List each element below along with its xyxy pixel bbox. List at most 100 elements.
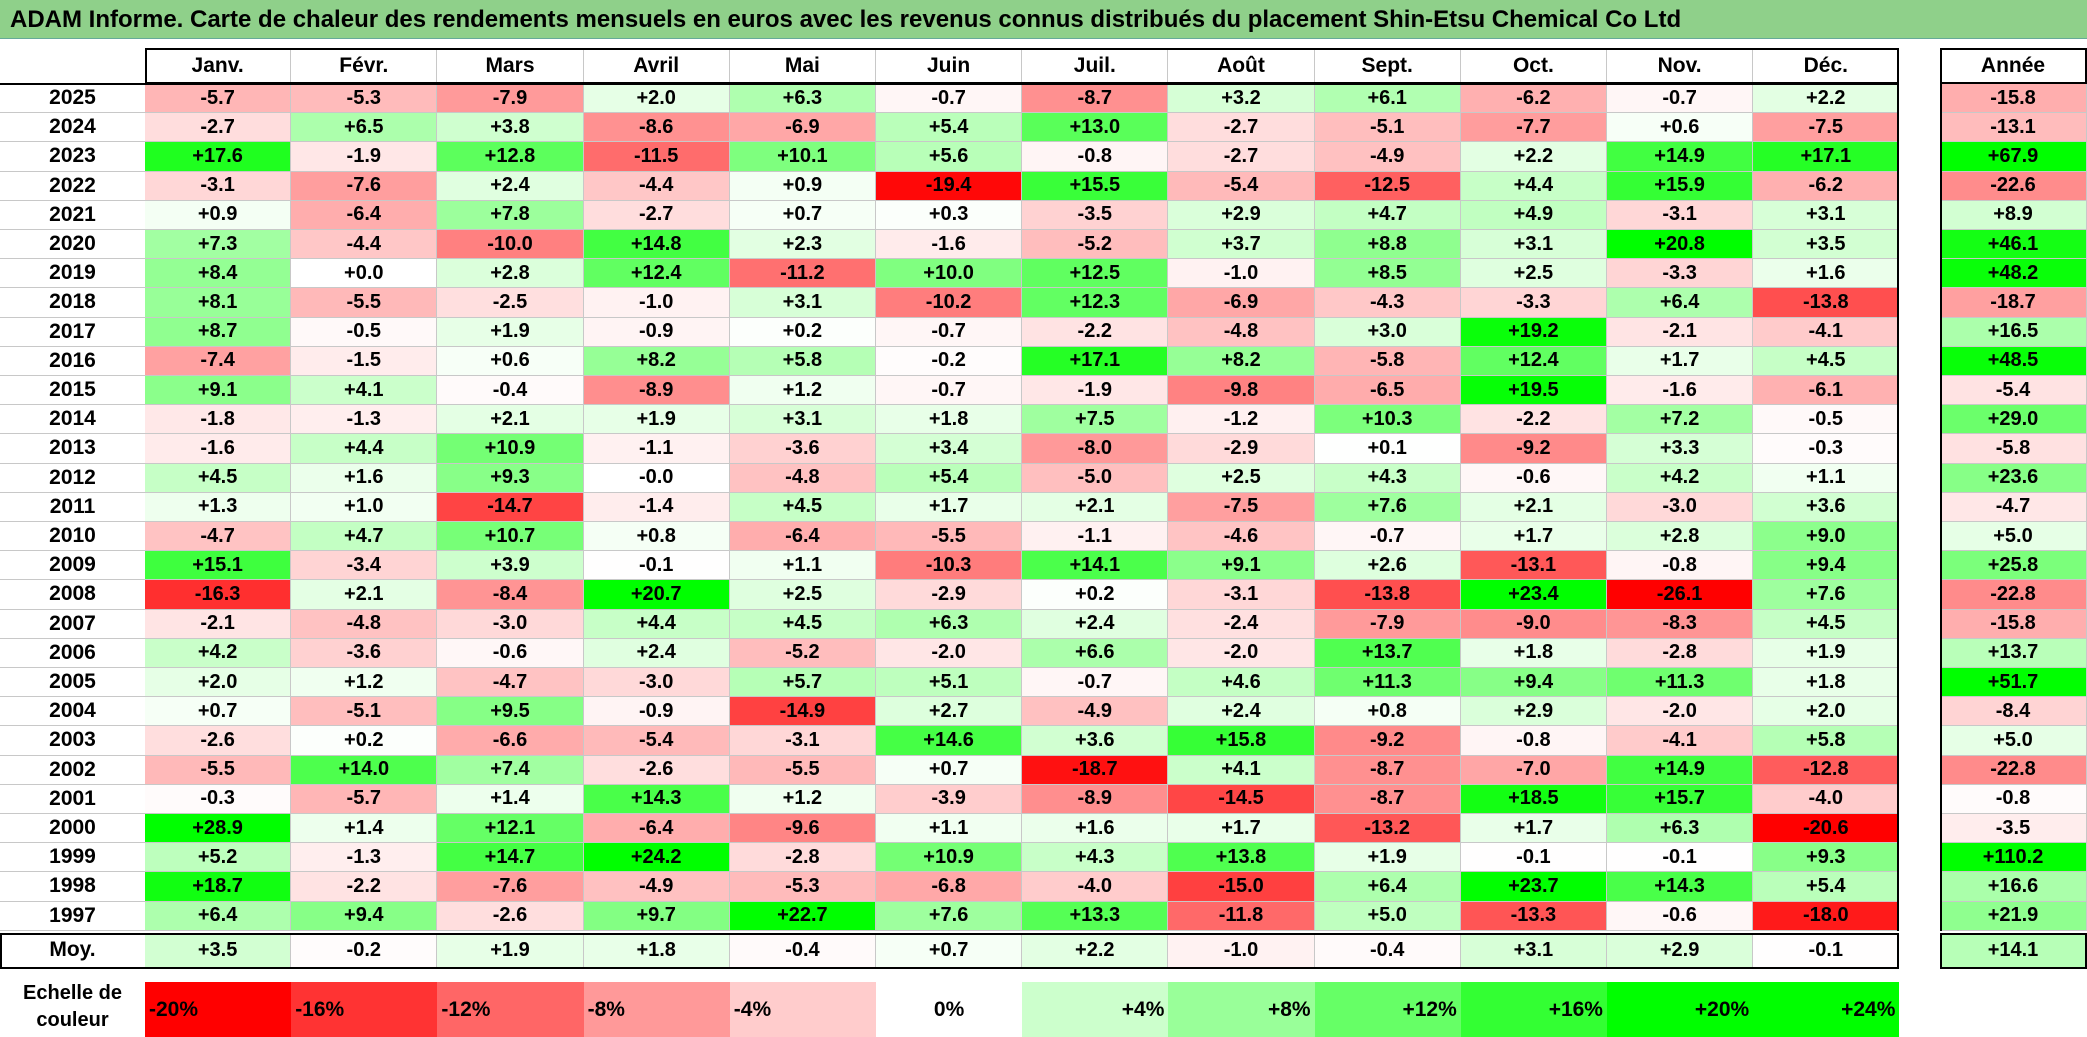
heatmap-cell: -5.2 xyxy=(729,638,876,668)
legend-swatch: 0% xyxy=(876,982,1023,1037)
year-label: 2013 xyxy=(0,434,145,464)
heatmap-cell: +4.2 xyxy=(1607,463,1754,493)
year-label: 2007 xyxy=(0,609,145,639)
heatmap-cell: -2.5 xyxy=(437,288,584,318)
heatmap-cell: -6.9 xyxy=(729,113,876,143)
year-label: 2003 xyxy=(0,726,145,756)
year-label: 2014 xyxy=(0,405,145,435)
heatmap-cell: +10.7 xyxy=(437,522,584,552)
heatmap-cell: -6.2 xyxy=(1753,171,1900,201)
heatmap-cell: -6.4 xyxy=(729,522,876,552)
heatmap-cell: -6.2 xyxy=(1460,84,1607,114)
heatmap-cell: +3.0 xyxy=(1314,317,1461,347)
heatmap-cell: -0.1 xyxy=(583,551,730,581)
heatmap-cell: +12.4 xyxy=(1460,346,1607,376)
heatmap-cell: -18.0 xyxy=(1753,901,1900,931)
heatmap-cell: +18.7 xyxy=(145,872,292,902)
heatmap-cell: +7.6 xyxy=(1314,492,1461,522)
heatmap-cell: -2.6 xyxy=(145,726,292,756)
heatmap-cell: +1.7 xyxy=(1460,814,1607,844)
heatmap-cell: -11.5 xyxy=(583,142,730,172)
month-header: Juil. xyxy=(1022,48,1169,84)
heatmap-cell: -9.0 xyxy=(1460,609,1607,639)
heatmap-cell: +13.3 xyxy=(1022,901,1169,931)
heatmap-cell: +24.2 xyxy=(583,843,730,873)
heatmap-cell: +6.3 xyxy=(876,609,1023,639)
heatmap-cell: -2.0 xyxy=(876,638,1023,668)
heatmap-cell: +2.4 xyxy=(1168,697,1315,727)
legend-swatch: -20% xyxy=(145,982,292,1037)
annual-cell: +21.9 xyxy=(1940,901,2087,931)
heatmap-cell: -1.6 xyxy=(145,434,292,464)
heatmap-cell: +9.3 xyxy=(1753,843,1900,873)
heatmap-cell: +4.1 xyxy=(291,376,438,406)
heatmap-cell: -5.5 xyxy=(876,522,1023,552)
annual-cell: +110.2 xyxy=(1940,843,2087,873)
heatmap-cell: -2.4 xyxy=(1168,609,1315,639)
heatmap-cell: +4.2 xyxy=(145,638,292,668)
heatmap-cell: -1.3 xyxy=(291,843,438,873)
heatmap-cell: -3.0 xyxy=(437,609,584,639)
heatmap-cell: +2.5 xyxy=(1168,463,1315,493)
heatmap-cell: +3.7 xyxy=(1168,230,1315,260)
year-label: 2000 xyxy=(0,814,145,844)
heatmap-cell: +0.9 xyxy=(145,200,292,230)
heatmap-cell: +4.5 xyxy=(729,492,876,522)
year-label: 2005 xyxy=(0,668,145,698)
heatmap-cell: +3.5 xyxy=(1753,230,1900,260)
average-cell: -1.0 xyxy=(1168,932,1315,969)
heatmap-cell: +1.6 xyxy=(291,463,438,493)
average-label: Moy. xyxy=(0,932,145,969)
heatmap-cell: +6.3 xyxy=(729,84,876,114)
month-header: Janv. xyxy=(145,48,292,84)
heatmap-cell: +10.3 xyxy=(1314,405,1461,435)
heatmap-cell: -6.9 xyxy=(1168,288,1315,318)
year-label: 1999 xyxy=(0,843,145,873)
heatmap-cell: -9.2 xyxy=(1460,434,1607,464)
heatmap-cell: -2.7 xyxy=(145,113,292,143)
heatmap-cell: +8.2 xyxy=(1168,346,1315,376)
heatmap-cell: +0.7 xyxy=(729,200,876,230)
heatmap-cell: +5.4 xyxy=(1753,872,1900,902)
heatmap-cell: +2.1 xyxy=(1460,492,1607,522)
heatmap-cell: +3.1 xyxy=(729,405,876,435)
heatmap-cell: +1.8 xyxy=(1460,638,1607,668)
heatmap-cell: -3.1 xyxy=(1168,580,1315,610)
annual-cell: +23.6 xyxy=(1940,463,2087,493)
heatmap-cell: +0.8 xyxy=(1314,697,1461,727)
annual-cell: -5.4 xyxy=(1940,376,2087,406)
heatmap-cell: +4.4 xyxy=(583,609,730,639)
heatmap-cell: +4.9 xyxy=(1460,200,1607,230)
heatmap-cell: +15.9 xyxy=(1607,171,1754,201)
heatmap-cell: -0.1 xyxy=(1607,843,1754,873)
heatmap-cell: -13.1 xyxy=(1460,551,1607,581)
heatmap-cell: -0.5 xyxy=(291,317,438,347)
heatmap-cell: +13.8 xyxy=(1168,843,1315,873)
heatmap-cell: +1.0 xyxy=(291,492,438,522)
average-cell: +1.8 xyxy=(583,932,730,969)
year-label: 2012 xyxy=(0,463,145,493)
heatmap-cell: +4.5 xyxy=(1753,609,1900,639)
heatmap-cell: +1.1 xyxy=(876,814,1023,844)
heatmap-cell: -8.7 xyxy=(1022,84,1169,114)
legend-label: Echelle de couleur xyxy=(23,982,122,1031)
year-label: 2022 xyxy=(0,171,145,201)
heatmap-cell: +2.1 xyxy=(1022,492,1169,522)
heatmap-cell: +1.1 xyxy=(729,551,876,581)
heatmap-cell: +10.9 xyxy=(876,843,1023,873)
heatmap-cell: -7.6 xyxy=(437,872,584,902)
heatmap-cell: +4.3 xyxy=(1022,843,1169,873)
year-label: 2010 xyxy=(0,522,145,552)
heatmap-cell: +1.2 xyxy=(729,376,876,406)
heatmap-cell: +14.8 xyxy=(583,230,730,260)
heatmap-cell: +3.1 xyxy=(729,288,876,318)
heatmap-cell: -0.7 xyxy=(876,317,1023,347)
heatmap-cell: -14.9 xyxy=(729,697,876,727)
annual-cell: -18.7 xyxy=(1940,288,2087,318)
heatmap-cell: +9.3 xyxy=(437,463,584,493)
year-label: 1997 xyxy=(0,901,145,931)
legend-swatch: +12% xyxy=(1314,982,1461,1037)
heatmap-cell: -14.7 xyxy=(437,492,584,522)
heatmap-cell: +18.5 xyxy=(1460,784,1607,814)
heatmap-cell: +0.0 xyxy=(291,259,438,289)
